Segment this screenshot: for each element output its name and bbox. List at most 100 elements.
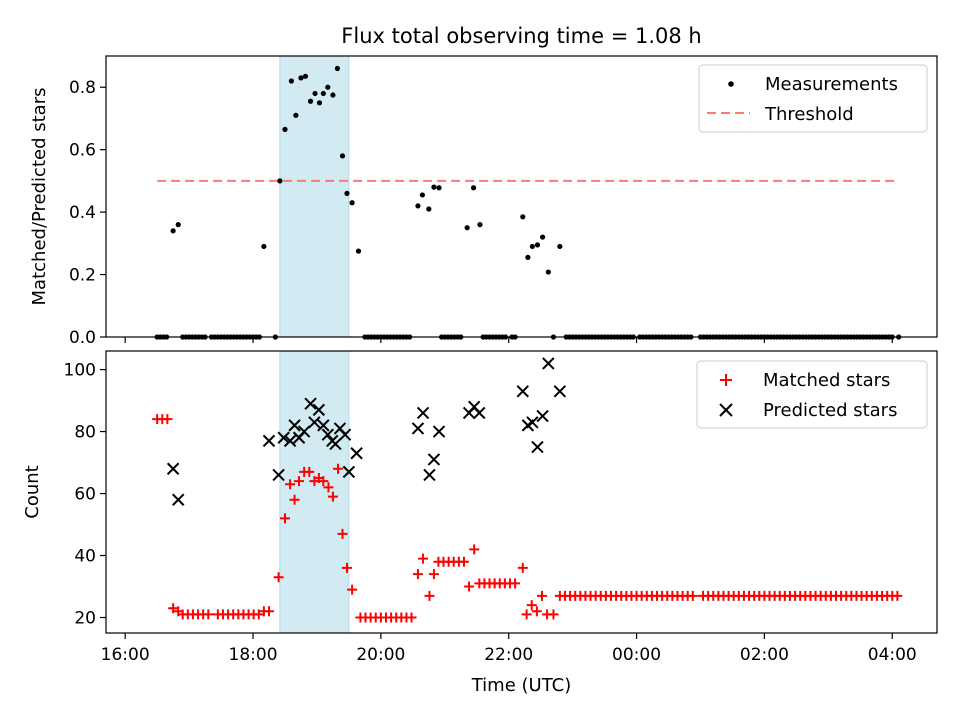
- matched-star-point: [526, 600, 537, 611]
- measurement-point: [298, 75, 304, 81]
- measurement-point: [334, 65, 341, 72]
- legend-measurements-marker: [728, 81, 734, 87]
- matched-star-point: [548, 609, 559, 620]
- predicted-star-point: [542, 357, 555, 370]
- matched-star-point: [687, 590, 698, 601]
- x-tick-label: 22:00: [484, 645, 533, 665]
- x-tick-label: 20:00: [356, 645, 405, 665]
- predicted-star-point: [553, 385, 567, 398]
- measurement-point: [302, 73, 309, 79]
- predicted-star-point: [423, 468, 436, 482]
- y-tick-label: 0.2: [69, 266, 96, 286]
- measurement-point: [534, 242, 541, 248]
- ratio-panel: 0.00.20.40.60.8 Matched/Predicted stars …: [29, 55, 938, 348]
- measurement-point: [431, 184, 437, 190]
- matched-star-point: [333, 463, 344, 474]
- predicted-star-point: [283, 434, 297, 448]
- count-panel-frame: [105, 350, 938, 634]
- measurement-point: [312, 90, 318, 97]
- measurement-point: [282, 126, 288, 132]
- y-tick-label: 80: [74, 423, 96, 443]
- predicted-star-point: [432, 425, 446, 438]
- matched-stars-points: [152, 414, 903, 623]
- x-axis-label: Time (UTC): [471, 675, 572, 696]
- measurement-point: [339, 153, 346, 159]
- matched-star-point: [304, 466, 315, 477]
- matched-star-point: [521, 609, 532, 620]
- y-tick-label: 100: [64, 361, 96, 381]
- legend-matched-marker: [720, 374, 732, 386]
- measurement-point: [320, 90, 326, 97]
- predicted-star-point: [531, 440, 544, 454]
- y-tick-label: 0.4: [69, 203, 96, 223]
- measurement-point: [307, 98, 314, 104]
- matched-star-point: [406, 612, 417, 623]
- matched-star-point: [424, 590, 435, 601]
- predicted-star-point: [288, 419, 301, 432]
- measurement-point: [330, 92, 336, 98]
- measurement-point: [470, 185, 477, 191]
- y-tick-label: 40: [74, 547, 96, 567]
- matched-star-point: [347, 584, 358, 595]
- predicted-star-point: [321, 428, 335, 441]
- ratio-legend-box: [698, 64, 928, 133]
- predicted-star-point: [304, 397, 317, 410]
- measurement-point: [344, 190, 350, 196]
- legend-predicted-label: Predicted stars: [763, 400, 897, 421]
- x-tick-label: 16:00: [101, 645, 150, 665]
- measurement-point: [288, 78, 294, 84]
- predicted-star-point: [166, 462, 180, 475]
- measurement-point: [525, 254, 531, 260]
- measurement-point: [436, 185, 442, 191]
- matched-star-point: [285, 479, 296, 490]
- count-y-label: Count: [22, 465, 43, 518]
- predicted-star-point: [312, 403, 326, 417]
- predicted-star-point: [277, 431, 290, 444]
- predicted-star-point: [272, 468, 285, 482]
- highlight-span-top: [279, 55, 350, 338]
- matched-star-point: [510, 578, 521, 589]
- count-legend-box: [696, 360, 928, 429]
- y-tick-label: 60: [74, 485, 96, 505]
- predicted-star-point: [308, 416, 321, 429]
- measurement-point: [355, 248, 362, 254]
- measurement-point: [261, 243, 267, 250]
- ratio-x-ticks: [124, 337, 893, 343]
- x-tick-label: 02:00: [740, 645, 789, 665]
- predicted-star-point: [342, 465, 356, 479]
- matched-star-point: [294, 476, 305, 487]
- count-y-ticks: 20 40 60 80 100: [64, 361, 106, 629]
- predicted-star-point: [297, 425, 311, 438]
- predicted-star-point: [526, 416, 539, 429]
- legend-threshold-label: Threshold: [764, 104, 854, 125]
- x-tick-label: 04:00: [868, 645, 917, 665]
- matched-star-point: [341, 562, 352, 573]
- measurement-point: [293, 112, 299, 118]
- measurement-point: [175, 222, 181, 228]
- predicted-star-point: [473, 406, 486, 420]
- matched-star-point: [318, 476, 329, 487]
- matched-star-point: [203, 609, 214, 620]
- matched-star-point: [892, 590, 903, 601]
- predicted-star-point: [172, 493, 185, 506]
- measurement-point: [557, 243, 563, 250]
- y-tick-label: 20: [74, 609, 96, 629]
- matched-star-point: [464, 581, 475, 592]
- matched-star-point: [162, 414, 173, 425]
- measurement-point: [277, 178, 283, 184]
- measurement-point: [325, 84, 331, 90]
- y-tick-label: 0.8: [69, 78, 96, 98]
- measurement-point: [349, 200, 355, 206]
- matched-star-point: [531, 606, 542, 617]
- measurement-point: [529, 243, 535, 250]
- legend-measurements-label: Measurements: [765, 74, 898, 95]
- matched-star-point: [273, 572, 284, 583]
- matched-star-point: [418, 553, 429, 564]
- measurement-point: [520, 214, 526, 220]
- ratio-legend: Measurements Threshold: [698, 64, 928, 133]
- predicted-star-point: [350, 447, 363, 460]
- measurement-point: [426, 206, 432, 212]
- matched-star-point: [264, 606, 275, 617]
- chart-title: Flux total observing time = 1.08 h: [341, 24, 701, 48]
